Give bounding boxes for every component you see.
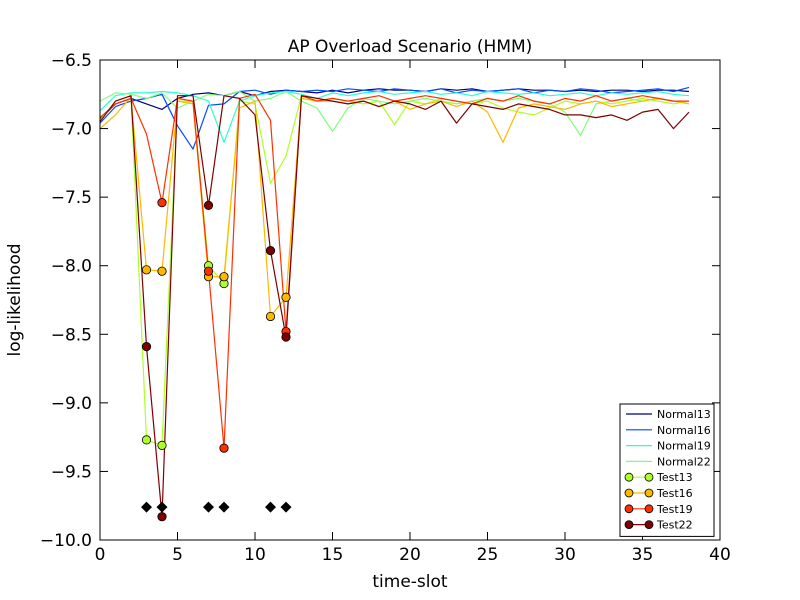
legend-box bbox=[619, 403, 715, 537]
marker-test16-4 bbox=[265, 311, 276, 322]
x-tick-label-8: 40 bbox=[709, 545, 731, 565]
marker-test13-0 bbox=[141, 435, 152, 445]
legend-marker-b-test13 bbox=[644, 472, 654, 482]
chart-title: AP Overload Scenario (HMM) bbox=[288, 37, 533, 57]
marker-test22-4 bbox=[281, 332, 291, 342]
legend-label-test19: Test19 bbox=[656, 503, 693, 516]
y-tick-label-7: −10.0 bbox=[40, 531, 92, 551]
legend-marker-a-test19 bbox=[624, 504, 634, 514]
marker-test19-0 bbox=[157, 198, 167, 208]
x-tick-label-3: 15 bbox=[322, 545, 344, 565]
legend-label-test16: Test16 bbox=[656, 487, 693, 500]
y-tick-label-3: −8.0 bbox=[51, 257, 92, 277]
marker-test22-3 bbox=[265, 246, 276, 256]
y-tick-label-0: −6.5 bbox=[51, 51, 92, 71]
series-line-normal22 bbox=[99, 90, 689, 136]
legend-label-normal13: Normal13 bbox=[657, 408, 711, 421]
marker-test19-1 bbox=[203, 266, 214, 276]
x-tick-label-2: 10 bbox=[244, 545, 266, 565]
legend-label-normal19: Normal19 bbox=[657, 440, 711, 453]
series-line-normal13 bbox=[99, 88, 690, 120]
marker-test22-2 bbox=[203, 200, 214, 210]
axis-layer: 0 5 10 15 20 25 30 35 40 −6.5 −7.0 −7.5 −8.0 −8.5 −9.0… bbox=[40, 51, 731, 565]
series-layer bbox=[99, 86, 690, 522]
y-tick-label-1: −7.0 bbox=[51, 120, 92, 140]
anomaly-diamond-5 bbox=[280, 501, 292, 513]
x-tick-label-0: 0 bbox=[95, 545, 106, 565]
legend-label-test13: Test13 bbox=[656, 471, 693, 484]
legend: Normal13 Normal16 Normal19 Normal22 Test13 Te… bbox=[619, 403, 715, 537]
legend-label-normal16: Normal16 bbox=[657, 424, 711, 437]
marker-test16-0 bbox=[141, 265, 152, 275]
marker-test19-2 bbox=[219, 443, 229, 453]
y-tick-label-5: −9.0 bbox=[51, 394, 92, 414]
legend-marker-b-test22 bbox=[644, 520, 654, 529]
y-tick-label-6: −9.5 bbox=[51, 462, 92, 482]
x-axis-label: time-slot bbox=[372, 572, 448, 592]
legend-marker-b-test16 bbox=[644, 488, 654, 498]
series-line-normal19 bbox=[99, 90, 690, 143]
legend-marker-b-test19 bbox=[644, 504, 654, 514]
marker-test16-5 bbox=[281, 292, 291, 302]
x-tick-label-1: 5 bbox=[172, 545, 183, 565]
marker-test22-0 bbox=[141, 342, 152, 352]
series-line-test22 bbox=[99, 95, 690, 518]
x-tick-label-7: 35 bbox=[632, 545, 654, 565]
legend-marker-a-test22 bbox=[624, 520, 634, 529]
anomaly-diamond-1 bbox=[156, 501, 168, 513]
anomaly-diamond-2 bbox=[203, 501, 214, 513]
legend-marker-a-test13 bbox=[624, 472, 634, 482]
legend-label-normal22: Normal22 bbox=[657, 455, 711, 468]
y-tick-label-4: −8.5 bbox=[51, 325, 92, 345]
legend-marker-a-test16 bbox=[624, 488, 634, 498]
x-tick-label-6: 30 bbox=[554, 545, 576, 565]
anomaly-diamond-0 bbox=[141, 501, 152, 513]
marker-test13-1 bbox=[157, 440, 167, 450]
y-axis-label: log-likelihood bbox=[5, 243, 25, 356]
marker-test16-1 bbox=[157, 266, 167, 276]
y-tick-label-2: −7.5 bbox=[51, 188, 92, 208]
anomaly-diamond-4 bbox=[265, 501, 276, 513]
marker-test16-3 bbox=[219, 272, 229, 282]
marker-test22-1 bbox=[157, 512, 167, 522]
x-tick-label-4: 20 bbox=[399, 545, 421, 565]
legend-label-test22: Test22 bbox=[656, 519, 693, 532]
x-tick-label-5: 25 bbox=[477, 545, 499, 565]
anomaly-diamond-3 bbox=[218, 501, 230, 513]
plot-area bbox=[100, 60, 720, 540]
